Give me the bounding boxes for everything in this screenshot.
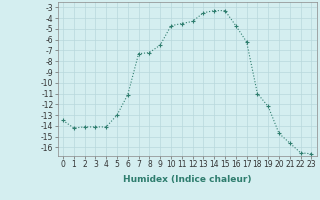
- X-axis label: Humidex (Indice chaleur): Humidex (Indice chaleur): [123, 175, 252, 184]
